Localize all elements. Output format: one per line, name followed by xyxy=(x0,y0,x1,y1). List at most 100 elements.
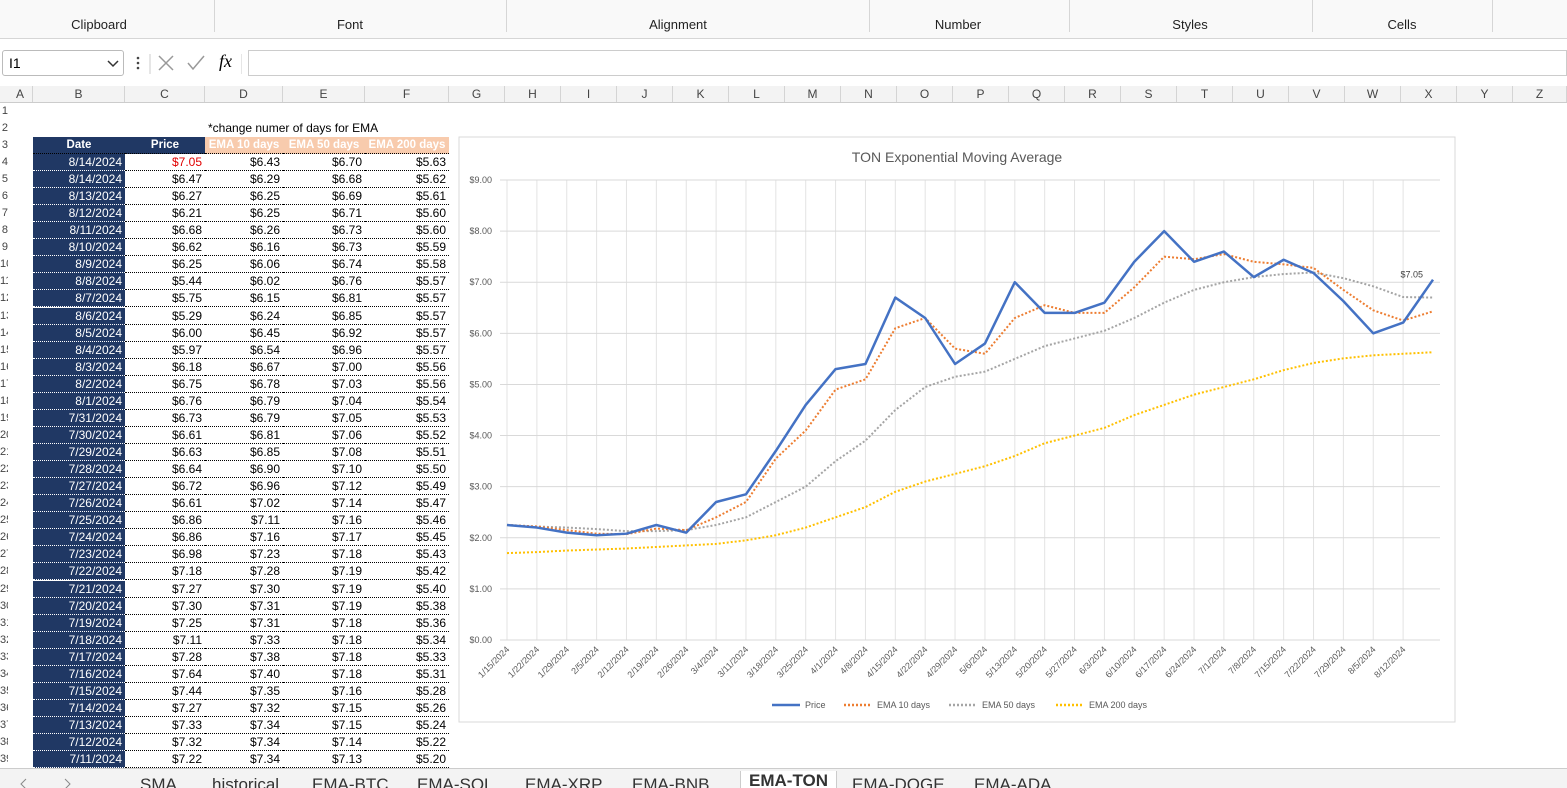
table-cell[interactable]: $7.08 xyxy=(283,444,365,462)
table-cell[interactable]: $5.63 xyxy=(365,154,449,171)
row-header[interactable]: 29 xyxy=(0,582,8,595)
table-cell[interactable]: 8/9/2024 xyxy=(33,256,125,274)
table-cell[interactable]: $6.64 xyxy=(125,461,205,479)
table-cell[interactable]: $7.10 xyxy=(283,461,365,479)
column-header[interactable]: A xyxy=(8,86,33,102)
table-cell[interactable]: $6.71 xyxy=(283,205,365,223)
row-header[interactable]: 15 xyxy=(0,343,8,356)
table-cell[interactable]: 8/13/2024 xyxy=(33,188,125,206)
table-cell[interactable]: $6.85 xyxy=(283,308,365,325)
fx-label[interactable]: fx xyxy=(219,51,232,71)
row-header[interactable]: 35 xyxy=(0,684,8,697)
table-cell[interactable]: $7.18 xyxy=(283,666,365,683)
table-cell[interactable]: $7.33 xyxy=(205,632,283,649)
column-header[interactable]: Q xyxy=(1009,86,1065,102)
table-cell[interactable]: 7/30/2024 xyxy=(33,426,125,444)
table-cell[interactable]: $6.79 xyxy=(205,410,283,427)
table-cell[interactable]: 7/27/2024 xyxy=(33,478,125,496)
table-cell[interactable]: $7.17 xyxy=(283,529,365,547)
table-cell[interactable]: $7.18 xyxy=(283,546,365,564)
table-cell[interactable]: $7.16 xyxy=(283,683,365,700)
sheet-tab[interactable]: historical xyxy=(212,775,280,788)
table-cell[interactable]: $5.42 xyxy=(365,563,449,581)
table-cell[interactable]: $5.28 xyxy=(365,683,449,700)
table-cell[interactable]: 7/28/2024 xyxy=(33,461,125,479)
row-header[interactable]: 37 xyxy=(0,718,8,731)
table-cell[interactable]: $6.73 xyxy=(125,410,205,427)
table-cell[interactable]: $6.73 xyxy=(283,222,365,240)
tab-nav[interactable] xyxy=(18,777,78,788)
table-cell[interactable]: $5.20 xyxy=(365,751,449,769)
table-cell[interactable]: $7.64 xyxy=(125,666,205,683)
table-cell[interactable]: $7.31 xyxy=(205,598,283,615)
table-cell[interactable]: $5.52 xyxy=(365,427,449,444)
table-cell[interactable]: 7/18/2024 xyxy=(33,631,125,649)
table-cell[interactable]: $6.78 xyxy=(205,376,283,393)
table-cell[interactable]: $7.18 xyxy=(283,615,365,632)
table-cell[interactable]: $6.86 xyxy=(125,512,205,530)
sheet-tab[interactable]: SMA xyxy=(140,775,177,788)
table-cell[interactable]: $6.96 xyxy=(205,478,283,496)
table-cell[interactable]: $6.68 xyxy=(283,171,365,189)
table-cell[interactable]: $5.29 xyxy=(125,308,205,325)
table-cell[interactable]: $5.60 xyxy=(365,222,449,240)
table-cell[interactable]: $6.25 xyxy=(125,256,205,274)
table-cell[interactable]: $5.38 xyxy=(365,598,449,615)
table-cell[interactable]: $7.19 xyxy=(283,563,365,581)
column-header[interactable]: O xyxy=(897,86,953,102)
table-cell[interactable]: $6.45 xyxy=(205,325,283,342)
table-cell[interactable]: $7.18 xyxy=(283,632,365,649)
row-header[interactable]: 26 xyxy=(0,531,8,544)
table-cell[interactable]: $6.75 xyxy=(125,376,205,393)
row-header[interactable]: 7 xyxy=(1,207,8,220)
table-cell[interactable]: $6.61 xyxy=(125,495,205,513)
table-cell[interactable]: $7.34 xyxy=(205,751,283,769)
table-cell[interactable]: $6.98 xyxy=(125,546,205,564)
sheet-tab[interactable]: EMA-ADA xyxy=(974,775,1052,788)
table-cell[interactable]: $6.73 xyxy=(283,239,365,257)
table-cell[interactable]: $7.15 xyxy=(283,717,365,734)
table-cell[interactable]: $5.75 xyxy=(125,290,205,308)
row-header[interactable]: 17 xyxy=(0,377,8,390)
table-cell[interactable]: $6.02 xyxy=(205,273,283,291)
table-cell[interactable]: 7/24/2024 xyxy=(33,529,125,547)
table-cell[interactable]: $6.81 xyxy=(283,290,365,308)
row-header[interactable]: 20 xyxy=(0,428,8,441)
table-cell[interactable]: $7.31 xyxy=(205,615,283,632)
table-cell[interactable]: $6.21 xyxy=(125,205,205,223)
column-header[interactable]: B xyxy=(33,86,125,102)
table-cell[interactable]: $5.57 xyxy=(365,342,449,359)
table-cell[interactable]: $7.33 xyxy=(125,717,205,734)
sheet-tab[interactable]: EMA-BNB xyxy=(632,775,710,788)
table-cell[interactable]: $7.00 xyxy=(283,359,365,376)
row-header[interactable]: 5 xyxy=(1,173,8,186)
row-header[interactable]: 2 xyxy=(1,121,8,134)
table-cell[interactable]: $6.86 xyxy=(125,529,205,547)
table-cell[interactable]: $7.34 xyxy=(205,734,283,752)
column-header[interactable]: K xyxy=(673,86,729,102)
table-cell[interactable]: $6.25 xyxy=(205,188,283,206)
column-header[interactable]: R xyxy=(1065,86,1121,102)
table-cell[interactable]: 8/5/2024 xyxy=(33,324,125,342)
name-box[interactable]: I1 xyxy=(2,50,124,76)
row-header[interactable]: 9 xyxy=(1,241,8,254)
table-cell[interactable]: $6.70 xyxy=(283,154,365,171)
row-header[interactable]: 38 xyxy=(0,736,8,749)
table-cell[interactable]: $6.16 xyxy=(205,239,283,257)
table-cell[interactable]: $5.46 xyxy=(365,512,449,530)
row-header[interactable]: 23 xyxy=(0,480,8,493)
table-cell[interactable]: $7.35 xyxy=(205,683,283,700)
table-cell[interactable]: 8/14/2024 xyxy=(33,154,125,171)
table-cell[interactable]: 8/12/2024 xyxy=(33,205,125,223)
table-cell[interactable]: $7.18 xyxy=(125,563,205,581)
row-header[interactable]: 6 xyxy=(1,190,8,203)
table-cell[interactable]: $6.15 xyxy=(205,290,283,308)
table-cell[interactable]: 7/25/2024 xyxy=(33,512,125,530)
table-cell[interactable]: $7.02 xyxy=(205,495,283,513)
table-cell[interactable]: $7.03 xyxy=(283,376,365,393)
sheet-tab[interactable]: EMA-SOL xyxy=(417,775,494,788)
table-cell[interactable]: $7.14 xyxy=(283,734,365,752)
table-cell[interactable]: $6.74 xyxy=(283,256,365,274)
table-cell[interactable]: $6.25 xyxy=(205,205,283,223)
row-header[interactable]: 14 xyxy=(0,326,8,339)
